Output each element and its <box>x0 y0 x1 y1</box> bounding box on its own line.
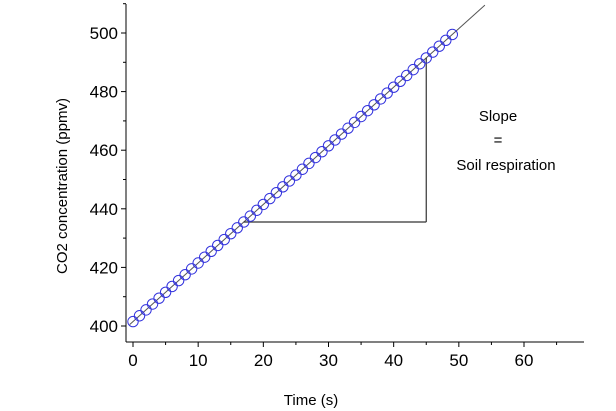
x-tick-label: 40 <box>384 351 403 370</box>
data-point <box>387 81 400 93</box>
y-tick-label: 500 <box>90 24 118 43</box>
data-point <box>244 210 257 222</box>
data-point <box>316 145 328 158</box>
data-point <box>277 181 289 193</box>
y-tick-label: 440 <box>90 200 118 219</box>
data-point <box>166 280 178 293</box>
y-axis-title: CO2 concentration (ppmv) <box>54 98 71 274</box>
data-point <box>159 286 172 299</box>
data-point <box>251 204 263 216</box>
data-point <box>296 163 309 175</box>
data-point <box>185 263 198 275</box>
data-point <box>361 104 374 117</box>
data-point <box>270 186 283 199</box>
data-point <box>394 75 406 88</box>
data-point <box>368 99 380 111</box>
annotation-slope: Slope <box>479 108 517 125</box>
y-tick-label: 420 <box>90 258 118 277</box>
data-point <box>192 257 204 269</box>
annotation-soil-respiration: Soil respiration <box>456 157 555 174</box>
data-point <box>322 140 335 152</box>
data-point <box>198 251 211 263</box>
x-tick-label: 50 <box>449 351 468 370</box>
data-point <box>420 52 432 64</box>
y-tick-label: 400 <box>90 317 118 336</box>
data-point <box>309 151 322 164</box>
annotation-equals: = <box>494 132 503 149</box>
y-axis-ticks: 400 420 440 460 480 500 <box>90 3 126 336</box>
data-point <box>146 298 159 310</box>
data-point <box>205 245 217 257</box>
data-point <box>407 63 419 76</box>
data-point <box>446 28 459 41</box>
data-point <box>153 292 165 304</box>
data-point <box>381 87 393 99</box>
data-point <box>427 46 439 58</box>
data-point <box>401 69 413 82</box>
x-tick-label: 10 <box>189 351 208 370</box>
data-point <box>335 128 348 140</box>
data-point <box>172 274 185 287</box>
x-tick-label: 20 <box>254 351 273 370</box>
x-tick-label: 30 <box>319 351 338 370</box>
x-axis-ticks: 0 10 20 30 40 50 60 <box>128 342 558 370</box>
data-point <box>179 269 191 281</box>
data-point <box>133 310 146 322</box>
data-point <box>414 58 426 70</box>
x-tick-label: 60 <box>515 351 534 370</box>
data-point <box>218 233 230 246</box>
data-point <box>303 157 315 170</box>
x-tick-label: 0 <box>128 351 137 370</box>
data-point <box>440 34 452 47</box>
data-point <box>355 110 367 123</box>
data-point <box>238 216 250 228</box>
data-point <box>342 122 354 134</box>
x-axis-title: Time (s) <box>284 392 338 409</box>
y-tick-label: 460 <box>90 141 118 160</box>
data-points <box>127 28 459 328</box>
data-point <box>264 192 276 205</box>
data-point <box>433 40 445 52</box>
data-point <box>225 228 237 240</box>
data-point <box>231 222 243 234</box>
data-point <box>140 304 152 316</box>
data-point <box>329 134 341 146</box>
data-point <box>374 93 387 105</box>
data-point <box>212 239 224 252</box>
y-tick-label: 480 <box>90 83 118 102</box>
regression-line <box>129 4 486 325</box>
data-point <box>290 169 302 181</box>
data-point <box>127 315 139 328</box>
data-point <box>348 116 361 129</box>
data-point <box>257 198 270 211</box>
data-point <box>283 175 296 187</box>
